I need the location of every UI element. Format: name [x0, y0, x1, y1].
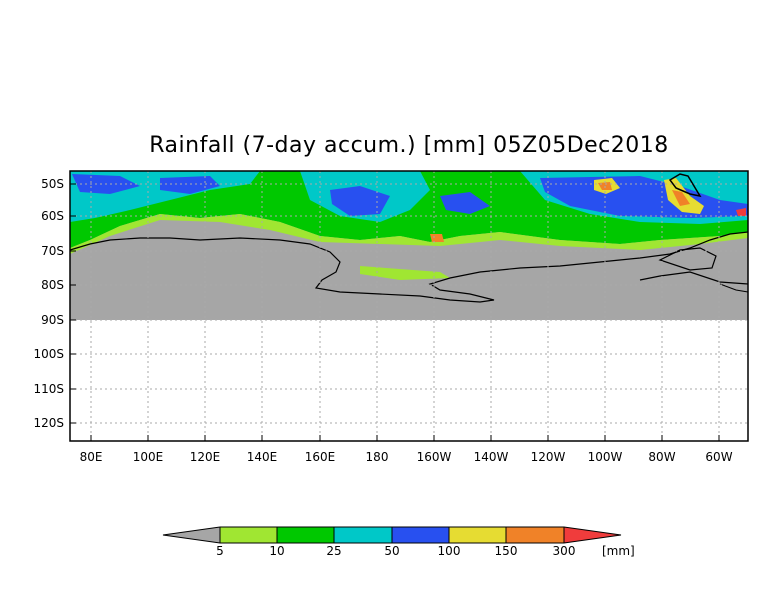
rain-orange-zone: [672, 190, 690, 206]
coastline: [69, 231, 749, 303]
grid-lines: [70, 171, 748, 441]
legend-value-label: 25: [326, 544, 341, 558]
latitude-label: 70S: [41, 244, 64, 258]
longitude-label: 140W: [474, 450, 509, 464]
coastline: [639, 271, 749, 285]
longitude-label: 160W: [417, 450, 452, 464]
longitude-label: 60W: [705, 450, 732, 464]
latitude-label: 50S: [41, 177, 64, 191]
latitude-labels: 50S 60S 70S 80S 90S 100S 110S 120S: [33, 177, 76, 430]
color-legend: 5 10 25 50 100 150 300 [mm]: [162, 526, 635, 558]
legend-value-label: 5: [216, 544, 224, 558]
legend-dividers: [219, 527, 565, 543]
map-title: Rainfall (7-day accum.) [mm] 05Z05Dec201…: [149, 133, 669, 158]
legend-swatch: [449, 527, 506, 543]
legend-labels: 5 10 25 50 100 150 300: [216, 544, 575, 558]
legend-value-label: 50: [384, 544, 399, 558]
legend-value-label: 300: [553, 544, 576, 558]
rain-blue-zone: [160, 176, 220, 194]
legend-value-label: 10: [269, 544, 284, 558]
rainfall-band: [70, 171, 748, 280]
legend-swatch: [506, 527, 564, 543]
longitude-label: 180: [366, 450, 389, 464]
longitude-label: 140E: [247, 450, 278, 464]
legend-swatch: [277, 527, 334, 543]
rain-lightgreen-zone: [360, 266, 450, 280]
longitude-label: 160E: [305, 450, 336, 464]
rain-blue-zone: [440, 192, 490, 214]
legend-left-triangle: [163, 527, 220, 543]
rain-orange-zone: [430, 234, 444, 242]
longitude-label: 120E: [190, 450, 221, 464]
latitude-label: 110S: [33, 382, 64, 396]
latitude-label: 60S: [41, 209, 64, 223]
longitude-label: 100E: [133, 450, 164, 464]
latitude-label: 80S: [41, 278, 64, 292]
coastline: [658, 247, 717, 271]
latitude-label: 90S: [41, 313, 64, 327]
latitude-label: 100S: [33, 347, 64, 361]
latitude-label: 120S: [33, 416, 64, 430]
legend-unit-label: [mm]: [602, 544, 635, 558]
coastline: [719, 283, 749, 293]
longitude-label: 80W: [648, 450, 675, 464]
longitude-labels: 80E 100E 120E 140E 160E 180 160W 140W 120W 100W 80…: [80, 435, 733, 464]
rain-red-zone: [736, 208, 746, 216]
legend-swatch: [334, 527, 392, 543]
longitude-label: 120W: [531, 450, 566, 464]
legend-swatch: [392, 527, 449, 543]
coastline: [668, 173, 702, 198]
legend-right-triangle: [564, 527, 621, 543]
rain-lightgreen-zone: [70, 214, 748, 254]
rain-blue-zone: [330, 186, 390, 216]
longitude-label: 100W: [588, 450, 623, 464]
map-frame: [69, 170, 749, 442]
legend-value-label: 150: [495, 544, 518, 558]
legend-value-label: 100: [438, 544, 461, 558]
legend-swatch: [220, 527, 277, 543]
longitude-label: 80E: [80, 450, 103, 464]
